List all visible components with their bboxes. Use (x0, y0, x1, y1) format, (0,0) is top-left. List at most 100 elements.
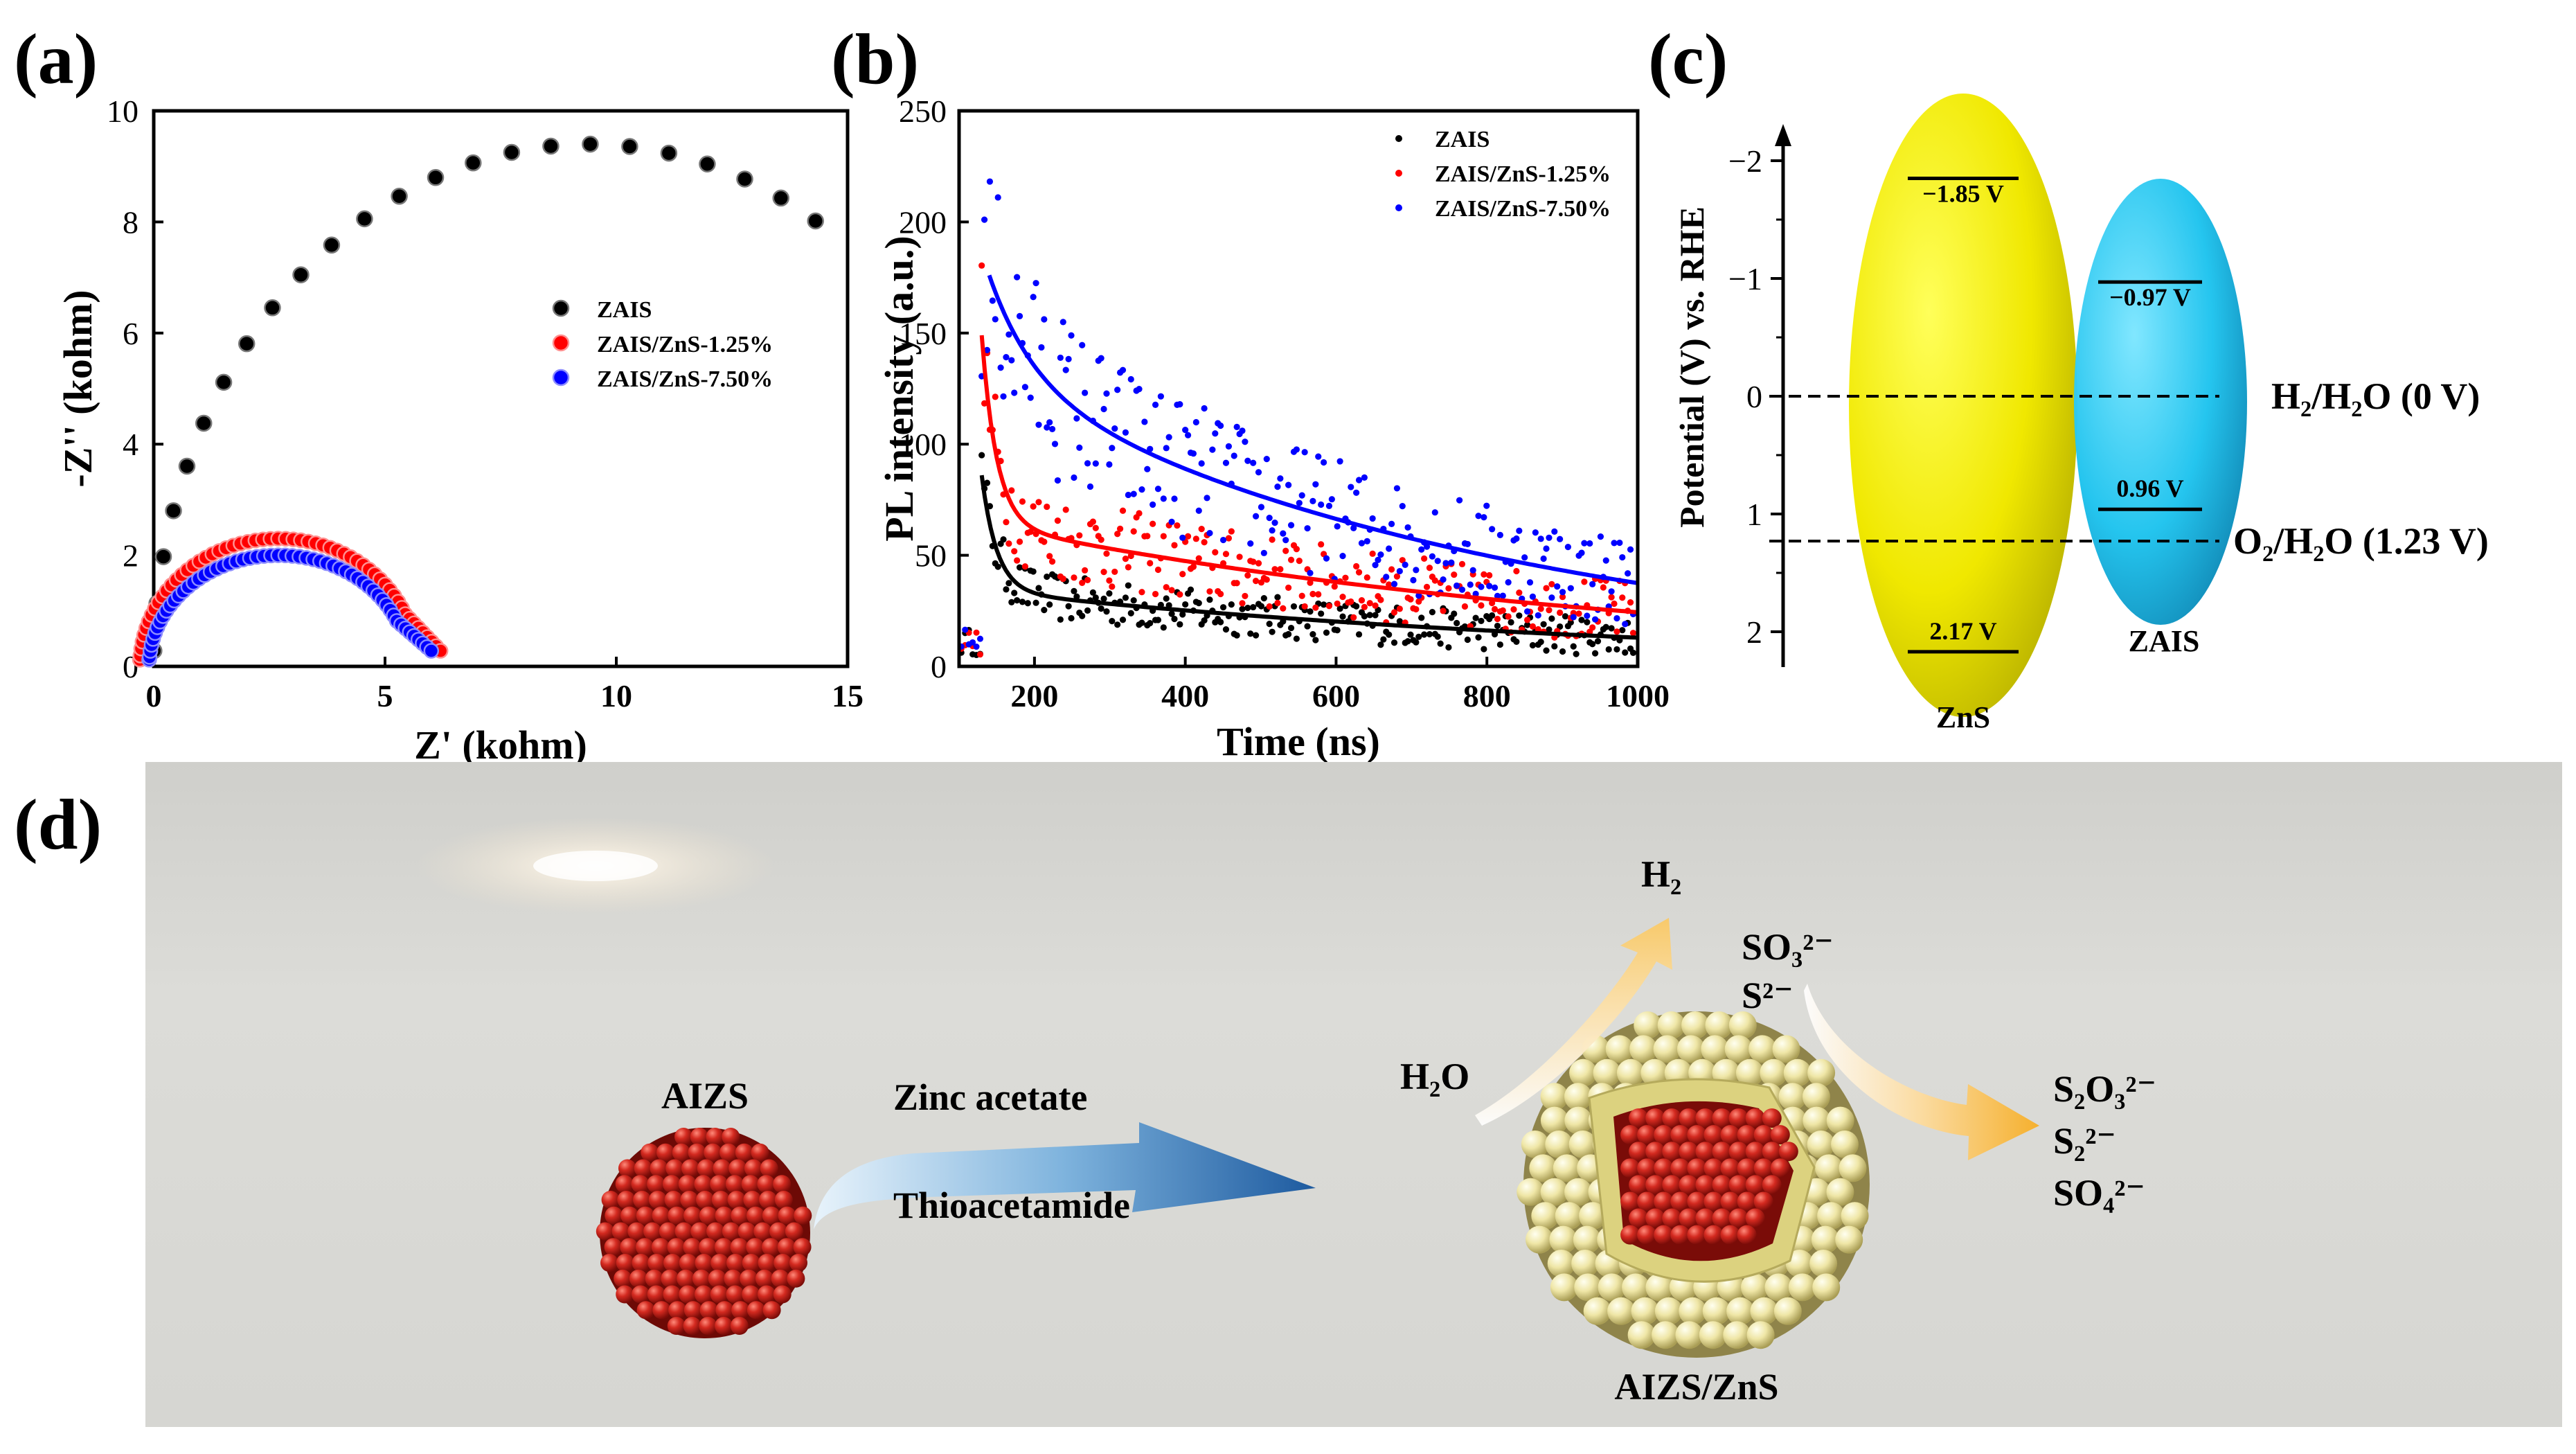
shell-atom-ball (1568, 1131, 1597, 1158)
pl-point (1434, 633, 1441, 640)
core-atom-ball (1662, 1142, 1682, 1162)
pl-point (1521, 554, 1528, 561)
pl-point (1293, 446, 1300, 453)
pl-point (1016, 564, 1023, 571)
pl-point (1130, 490, 1137, 497)
pl-point (1548, 615, 1555, 622)
impedance-point-zais (542, 137, 560, 155)
shell-atom-ball (1785, 1250, 1814, 1277)
shell-atom-ball (1807, 1131, 1835, 1158)
reference-label: O₂/H₂O (1.23 V) (2233, 520, 2489, 562)
pl-point (1301, 449, 1308, 456)
core-atom-ball (1695, 1175, 1715, 1195)
core-atom-ball (1637, 1158, 1657, 1178)
reagent-zinc-acetate: Zinc acetate (893, 1076, 1087, 1118)
x-tick-label-a: 0 (146, 678, 162, 713)
pl-point (1160, 495, 1167, 502)
pl-point (1048, 425, 1056, 433)
pl-point (1136, 510, 1143, 517)
pl-point (1415, 633, 1422, 640)
pl-point (1489, 612, 1496, 619)
atom-ball (699, 1206, 717, 1225)
pl-point (1008, 487, 1015, 494)
atom-ball (741, 1175, 760, 1194)
atom-ball (668, 1206, 686, 1225)
pl-point (1611, 540, 1618, 547)
pl-point (1557, 609, 1564, 617)
core-atom-ball (1703, 1158, 1724, 1178)
atom-ball (708, 1269, 726, 1288)
aizs-zns-label: AIZS/ZnS (1614, 1366, 1778, 1408)
pl-point (1353, 562, 1360, 570)
pl-point (1320, 601, 1327, 608)
atom-ball (605, 1206, 623, 1225)
atom-ball (683, 1317, 701, 1335)
shell-atom-ball (1517, 1178, 1545, 1206)
data-points-a (132, 135, 824, 668)
pl-point (1363, 538, 1370, 544)
pl-point (1407, 631, 1414, 638)
impedance-point-zais (503, 143, 521, 161)
pl-point (1111, 425, 1118, 432)
pl-point (1225, 535, 1232, 542)
pl-point (1429, 609, 1435, 616)
pl-point (1041, 538, 1048, 545)
pl-point (1469, 567, 1476, 574)
impedance-point-zais (195, 414, 213, 432)
atom-ball (731, 1206, 749, 1225)
pl-point (1219, 604, 1227, 611)
pl-point (1619, 594, 1626, 601)
pl-point (1415, 592, 1422, 599)
atom-ball (713, 1159, 731, 1178)
pl-point (1071, 587, 1077, 594)
pl-point (1423, 583, 1431, 590)
pl-point (1467, 581, 1474, 588)
core-atom-ball (1687, 1125, 1707, 1145)
light-flare-core (533, 851, 658, 881)
atom-ball (724, 1269, 742, 1288)
impedance-point-zais (323, 236, 341, 254)
y-tick-label-b: 0 (931, 649, 947, 684)
atom-ball (710, 1285, 728, 1304)
atom-ball (715, 1206, 733, 1225)
y-tick-label-b: 100 (899, 427, 947, 462)
reagent-thioacetamide: Thioacetamide (893, 1185, 1130, 1226)
pl-point (1366, 612, 1373, 619)
pl-point (1179, 534, 1186, 541)
atom-ball (601, 1191, 620, 1209)
core-atom-ball (1662, 1108, 1682, 1128)
legend-label-b: ZAIS (1435, 127, 1490, 152)
x-tick-label-b: 1000 (1606, 678, 1670, 713)
axis-ticks-b: 200 400 600 800 1000 0 50 100 150 200 250 (899, 94, 1670, 713)
pl-point (1152, 590, 1159, 598)
shell-atom-ball (1783, 1058, 1812, 1087)
pl-point (1516, 527, 1523, 534)
pl-point (1570, 643, 1577, 650)
core-atom-ball (1720, 1191, 1740, 1212)
cb-label-zais: −0.97 V (2109, 283, 2191, 311)
atom-ball (672, 1143, 690, 1162)
pl-point (1103, 550, 1110, 557)
pl-point (1567, 585, 1574, 592)
pl-point (1201, 405, 1208, 412)
x-tick-label-b: 800 (1463, 678, 1511, 713)
pl-point (1494, 622, 1501, 630)
atom-ball (757, 1175, 776, 1194)
pl-point (1440, 576, 1447, 583)
x-axis-label-a: Z' (kohm) (414, 722, 587, 768)
shell-atom-ball (1726, 1297, 1755, 1325)
shell-atom-ball (1702, 1297, 1730, 1325)
pl-point (1339, 553, 1346, 560)
pl-point (1098, 605, 1104, 612)
pl-point (1282, 537, 1289, 544)
core-atom-ball (1703, 1125, 1724, 1145)
sulfide-label: S²⁻ (1742, 975, 1794, 1016)
y-tick-label-b: 200 (899, 204, 947, 240)
pl-point (1589, 580, 1596, 587)
pl-point (1051, 441, 1059, 447)
pl-point (1481, 571, 1487, 578)
pl-point (1622, 649, 1629, 656)
pl-point (1201, 539, 1208, 546)
pl-point (1608, 588, 1615, 595)
pl-point (1244, 604, 1251, 612)
